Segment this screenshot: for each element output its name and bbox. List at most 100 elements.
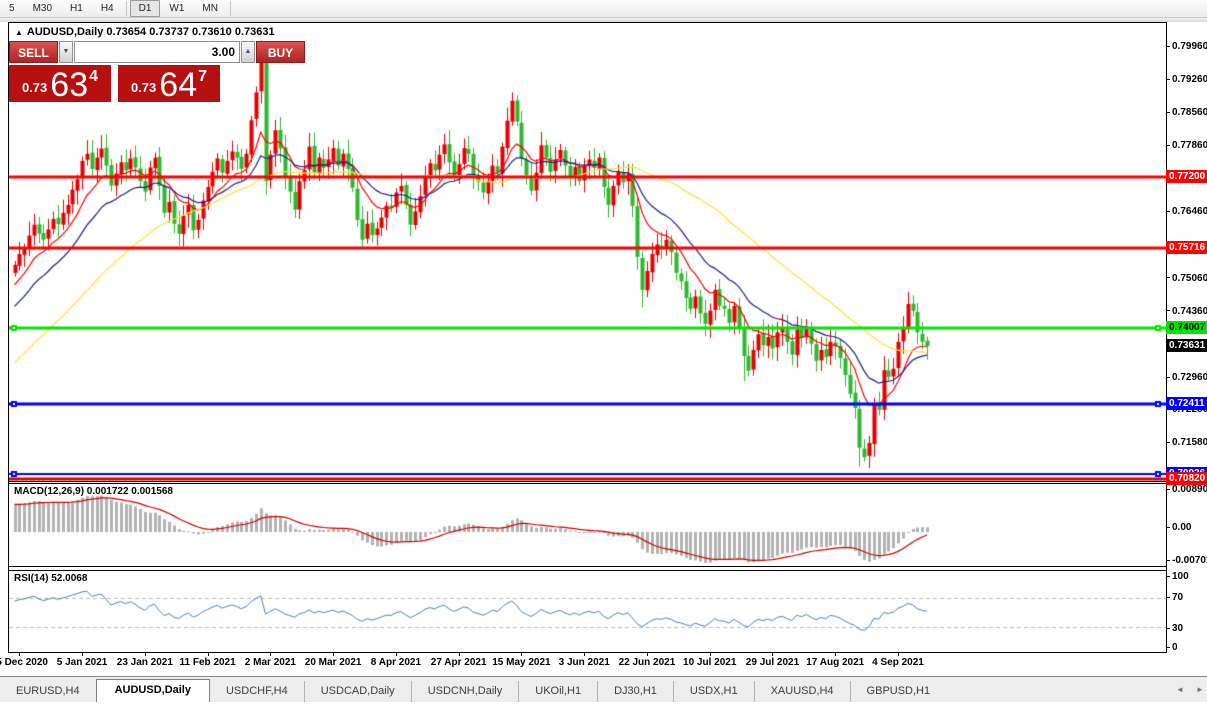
date-tick-label: 8 Apr 2021 (370, 657, 422, 668)
chart-border-top (8, 22, 1167, 23)
buy-price-base: 0.73 (130, 80, 157, 95)
price-tick-label: 100 (1166, 571, 1189, 582)
rsi-bottom-border (8, 652, 1167, 653)
tab-audusd-daily[interactable]: AUDUSD,Daily (95, 679, 210, 702)
tab-usdcad-daily[interactable]: USDCAD,Daily (303, 681, 411, 702)
tab-usdcnh-daily[interactable]: USDCNH,Daily (410, 681, 519, 702)
date-tick-label: 15 Dec 2020 (0, 657, 48, 668)
date-tick-label: 4 Sep 2021 (872, 657, 924, 668)
tab-gbpusd-h1[interactable]: GBPUSD,H1 (849, 681, 947, 702)
date-tick-label: 11 Feb 2021 (179, 657, 236, 668)
rsi-canvas[interactable] (9, 571, 1166, 652)
current-price-label: 0.73631 (1166, 339, 1207, 353)
price-tick-label: 0.008904 (1166, 484, 1207, 495)
price-tick-label: 0.76460 (1166, 206, 1207, 217)
chart-symbol-label: AUDUSD,Daily (26, 26, 104, 38)
date-tick-mark (19, 652, 21, 656)
chart-border-left (8, 22, 9, 653)
volume-down-button[interactable]: ▼ (59, 41, 73, 63)
price-tick-label: 0.77860 (1166, 140, 1207, 151)
date-tick-label: 29 Jul 2021 (745, 657, 800, 668)
toolbar-divider (229, 1, 231, 16)
date-tick-mark (82, 652, 84, 656)
collapse-arrow-icon[interactable]: ▲ (15, 28, 23, 37)
sell-price-display[interactable]: 0.73 63 4 (9, 65, 111, 102)
scroll-left-icon[interactable]: ◄ (1176, 685, 1184, 694)
buy-price-point: 7 (198, 68, 208, 85)
tab-ukoil-h1[interactable]: UKOil,H1 (518, 681, 597, 702)
tab-usdchf-h4[interactable]: USDCHF,H4 (225, 685, 288, 697)
main-macd-separator[interactable] (8, 481, 1167, 482)
price-tick-label: 70 (1166, 592, 1183, 603)
timeframe-button-h1[interactable]: H1 (70, 3, 83, 14)
hline-price-label: 0.75716 (1166, 240, 1207, 254)
tab-eurusd-h4[interactable]: EURUSD,H4 (16, 685, 80, 697)
macd-rsi-separator[interactable] (8, 566, 1167, 567)
price-tick-label: 0.72960 (1166, 372, 1207, 383)
date-tick-mark (898, 652, 900, 656)
hline-price-label: 0.72411 (1166, 396, 1207, 410)
hline-price-label: 0.77200 (1166, 170, 1207, 184)
date-tick-mark (772, 652, 774, 656)
toolbar-divider (125, 1, 127, 16)
timeframe-toolbar: 5 M30 H1 H4 D1 W1 MN (0, 0, 1207, 18)
buy-button[interactable]: BUY (256, 41, 305, 63)
date-tick-label: 23 Jan 2021 (116, 657, 173, 668)
tab-xauusd-h4[interactable]: XAUUSD,H4 (753, 681, 850, 702)
date-tick-label: 3 Jun 2021 (558, 657, 610, 668)
hline-price-label: 0.74007 (1166, 321, 1207, 335)
date-tick-label: 27 Apr 2021 (430, 657, 487, 668)
window-bottom-line (0, 676, 1207, 677)
volume-input[interactable] (74, 41, 240, 63)
timeframe-button-m30[interactable]: M30 (32, 3, 53, 14)
date-tick-label: 15 May 2021 (492, 657, 551, 668)
macd-top-border (8, 483, 1167, 484)
date-tick-mark (144, 652, 146, 656)
date-tick-label: 10 Jul 2021 (683, 657, 737, 668)
price-axis: 0.79960 0.79260 0.78560 0.77860 0.76460 0.750… (1166, 0, 1207, 660)
price-tick-label: 0.79960 (1166, 41, 1207, 52)
timeframe-button-mn[interactable]: MN (202, 3, 218, 14)
sell-price-point: 4 (89, 68, 99, 85)
date-tick-label: 17 Aug 2021 (806, 657, 865, 668)
scroll-right-icon[interactable]: ► (1196, 685, 1204, 694)
rsi-indicator-label: RSI(14) 52.0068 (14, 573, 88, 584)
volume-up-button[interactable]: ▲ (241, 41, 255, 63)
timeframe-button-5[interactable]: 5 (9, 3, 15, 14)
price-tick-label: 0.75060 (1166, 273, 1207, 284)
price-tick-label: 0.00 (1166, 522, 1191, 533)
timeframe-button-w1[interactable]: W1 (169, 3, 185, 14)
date-tick-mark (584, 652, 586, 656)
toolbar-separator-strip (0, 18, 1207, 22)
price-tick-label: 0.79260 (1166, 74, 1207, 85)
sell-button[interactable]: SELL (9, 41, 58, 63)
tab-dj30-h1[interactable]: DJ30,H1 (597, 681, 673, 702)
rsi-top-border (8, 570, 1167, 571)
date-tick-mark (395, 652, 397, 656)
price-tick-label: 30 (1166, 623, 1183, 634)
date-tick-mark (646, 652, 648, 656)
buy-price-display[interactable]: 0.73 64 7 (118, 65, 220, 102)
price-tick-label: 0.74360 (1166, 306, 1207, 317)
macd-canvas[interactable] (9, 484, 1166, 566)
date-tick-mark (521, 652, 523, 656)
date-tick-mark (709, 652, 711, 656)
chart-ohlc-values: 0.73654 0.73737 0.73610 0.73631 (106, 26, 275, 38)
price-tick-label: 0.78560 (1166, 107, 1207, 118)
hline-price-label: 0.70820 (1166, 471, 1207, 485)
date-tick-mark (458, 652, 460, 656)
date-tick-mark (835, 652, 837, 656)
timeframe-button-d1[interactable]: D1 (129, 0, 161, 17)
date-tick-mark (333, 652, 335, 656)
date-tick-label: 20 Mar 2021 (304, 657, 362, 668)
macd-indicator-label: MACD(12,26,9) 0.001722 0.001568 (14, 486, 173, 497)
price-tick-label: 0 (1166, 642, 1178, 653)
price-axis-line (1166, 22, 1167, 653)
price-tick-label: 0.71580 (1166, 437, 1207, 448)
tab-usdx-h1[interactable]: USDX,H1 (672, 681, 754, 702)
date-tick-mark (270, 652, 272, 656)
timeframe-button-h4[interactable]: H4 (100, 3, 114, 14)
time-axis: 15 Dec 2020 5 Jan 2021 23 Jan 2021 11 Feb 2… (0, 652, 1166, 675)
